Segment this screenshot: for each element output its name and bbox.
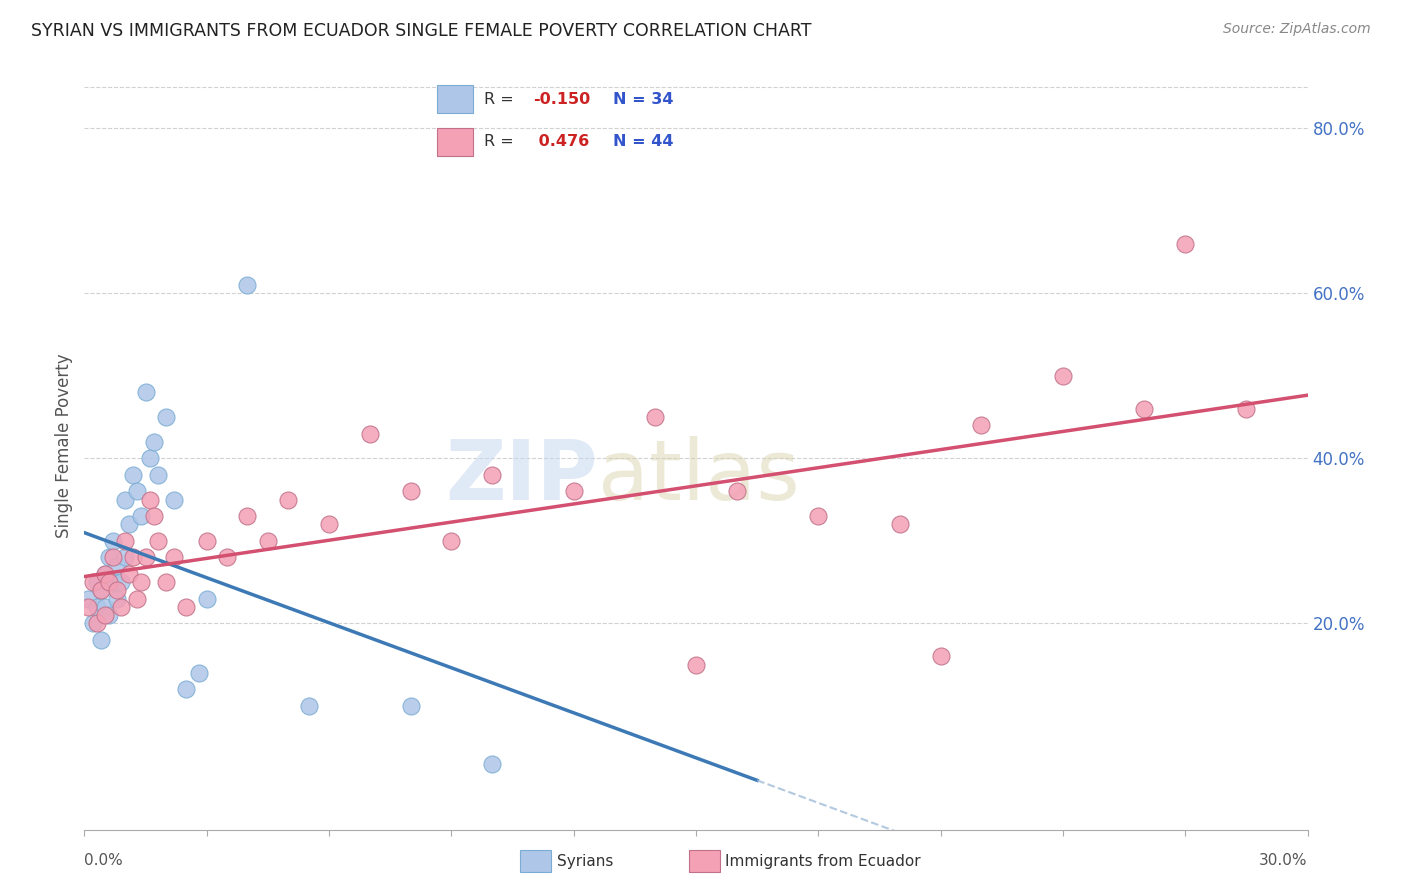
Point <box>118 566 141 581</box>
Point <box>481 756 503 771</box>
Text: 0.0%: 0.0% <box>84 853 124 868</box>
Bar <box>437 85 472 113</box>
Point <box>807 509 830 524</box>
Point <box>163 492 186 507</box>
Point <box>82 575 104 590</box>
Point <box>195 591 218 606</box>
Text: N = 44: N = 44 <box>613 135 673 149</box>
Text: Syrians: Syrians <box>557 855 613 869</box>
Point <box>77 591 100 606</box>
Point <box>138 492 160 507</box>
Point <box>114 533 136 548</box>
Point <box>105 558 128 573</box>
Point <box>562 484 585 499</box>
Point <box>97 550 120 565</box>
Point <box>1133 401 1156 416</box>
Point <box>114 550 136 565</box>
Point <box>889 517 911 532</box>
Point <box>82 616 104 631</box>
Point <box>1236 401 1258 416</box>
Point <box>155 410 177 425</box>
Point <box>122 550 145 565</box>
Point <box>90 583 112 598</box>
Point <box>118 517 141 532</box>
Text: N = 34: N = 34 <box>613 92 673 106</box>
Point <box>146 467 169 482</box>
Point <box>399 698 422 713</box>
Point <box>155 575 177 590</box>
Point <box>481 467 503 482</box>
Point <box>277 492 299 507</box>
Text: 30.0%: 30.0% <box>1260 853 1308 868</box>
Text: atlas: atlas <box>598 436 800 517</box>
Point <box>90 583 112 598</box>
Y-axis label: Single Female Poverty: Single Female Poverty <box>55 354 73 538</box>
Point <box>187 665 209 680</box>
Text: Immigrants from Ecuador: Immigrants from Ecuador <box>725 855 921 869</box>
Point <box>135 385 157 400</box>
Bar <box>437 128 472 156</box>
Point <box>77 599 100 614</box>
Text: ZIP: ZIP <box>446 436 598 517</box>
Point <box>174 682 197 697</box>
Point <box>86 575 108 590</box>
Point <box>122 467 145 482</box>
Text: 0.476: 0.476 <box>533 135 589 149</box>
Point <box>93 566 115 581</box>
Point <box>90 632 112 647</box>
Point <box>236 509 259 524</box>
Point <box>101 533 124 548</box>
Text: R =: R = <box>484 92 519 106</box>
Text: SYRIAN VS IMMIGRANTS FROM ECUADOR SINGLE FEMALE POVERTY CORRELATION CHART: SYRIAN VS IMMIGRANTS FROM ECUADOR SINGLE… <box>31 22 811 40</box>
Point <box>685 657 707 672</box>
Point <box>114 492 136 507</box>
Point <box>236 278 259 293</box>
Point <box>195 533 218 548</box>
Point <box>93 608 115 623</box>
Point <box>110 599 132 614</box>
Point <box>105 591 128 606</box>
Text: Source: ZipAtlas.com: Source: ZipAtlas.com <box>1223 22 1371 37</box>
Point <box>318 517 340 532</box>
Point <box>1052 368 1074 383</box>
Point <box>101 550 124 565</box>
Point <box>127 591 149 606</box>
Point <box>97 575 120 590</box>
Point <box>970 418 993 433</box>
Point <box>86 599 108 614</box>
Point <box>399 484 422 499</box>
Point <box>131 509 153 524</box>
Point <box>110 575 132 590</box>
Point <box>163 550 186 565</box>
Text: -0.150: -0.150 <box>533 92 591 106</box>
Point <box>644 410 666 425</box>
Point <box>138 451 160 466</box>
Point <box>1174 236 1197 251</box>
Point <box>105 583 128 598</box>
Text: R =: R = <box>484 135 519 149</box>
Point <box>440 533 463 548</box>
Point <box>217 550 239 565</box>
Point <box>142 434 165 449</box>
Point <box>146 533 169 548</box>
Point <box>101 575 124 590</box>
Point <box>127 484 149 499</box>
Point <box>257 533 280 548</box>
Point <box>93 599 115 614</box>
Point <box>725 484 748 499</box>
Point <box>298 698 321 713</box>
Point <box>142 509 165 524</box>
Point <box>174 599 197 614</box>
Point <box>131 575 153 590</box>
Point <box>93 566 115 581</box>
Point <box>359 426 381 441</box>
Point <box>929 649 952 664</box>
Point <box>97 608 120 623</box>
Point <box>86 616 108 631</box>
Point <box>135 550 157 565</box>
